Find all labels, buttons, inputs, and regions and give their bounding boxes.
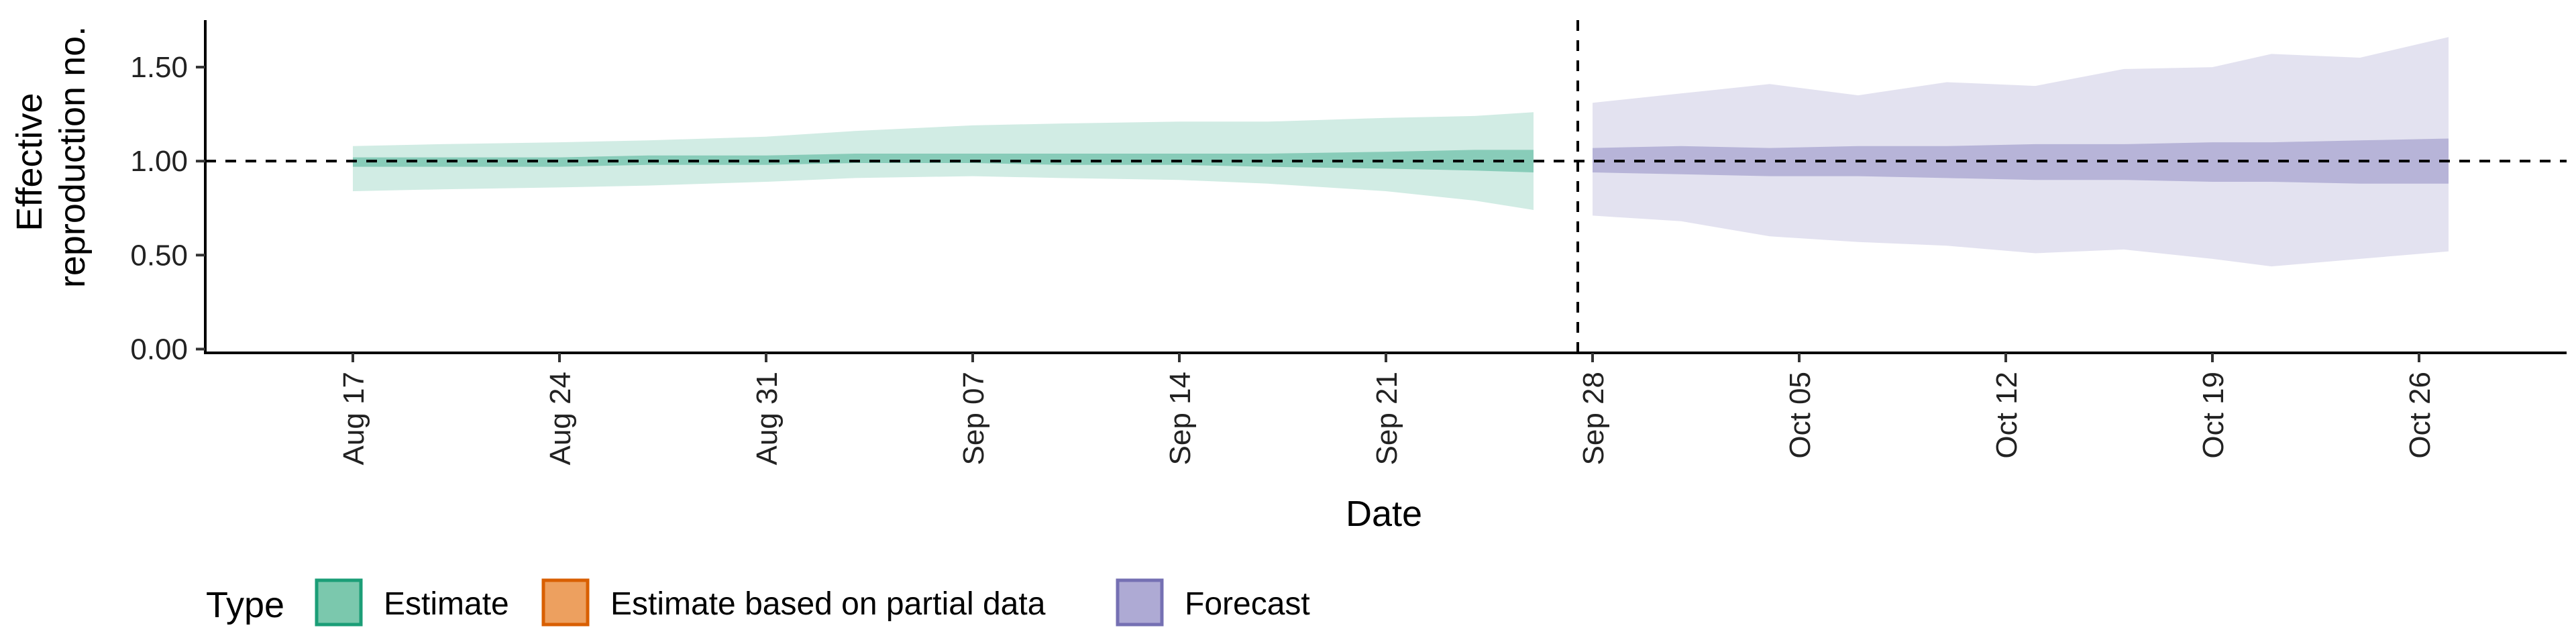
legend-label-forecast: Forecast xyxy=(1185,586,1310,622)
x-tick-label: Aug 24 xyxy=(544,372,577,465)
forecast-outer-interval xyxy=(1593,37,2449,267)
y-tick-label: 1.00 xyxy=(130,145,188,178)
legend-key-forecast xyxy=(1116,578,1164,627)
x-tick-label: Oct 19 xyxy=(2197,372,2230,459)
y-axis-title-line-2: reproduction no. xyxy=(52,26,93,288)
x-tick-label: Sep 28 xyxy=(1577,372,1610,465)
y-axis-title-line-1: Effective xyxy=(9,93,50,231)
legend: Type Estimate Estimate based on partial d… xyxy=(206,578,1310,627)
legend-key-estimate-based-on-partial-data xyxy=(541,578,590,627)
y-tick-label: 0.50 xyxy=(130,239,188,272)
y-tick-label: 1.50 xyxy=(130,51,188,84)
x-tick-label: Aug 31 xyxy=(751,372,784,465)
estimate-inner-interval xyxy=(353,150,1534,172)
x-tick-label: Sep 07 xyxy=(957,372,990,465)
x-axis-title: Date xyxy=(1346,494,1422,534)
legend-title: Type xyxy=(206,585,284,625)
ribbon-layer xyxy=(353,37,2449,267)
y-axis-title: Effective reproduction no. xyxy=(9,26,93,288)
x-tick-label: Oct 26 xyxy=(2404,372,2436,459)
y-ticks: 0.00 0.50 1.00 1.50 xyxy=(130,51,205,366)
y-tick-label: 0.00 xyxy=(130,333,188,366)
legend-label-estimate-based-on-partial-data: Estimate based on partial data xyxy=(610,586,1046,622)
estimate-outer-interval xyxy=(353,112,1534,210)
x-tick-label: Oct 05 xyxy=(1784,372,1817,459)
x-ticks: Aug 17 Aug 24 Aug 31 Sep 07 Sep 14 Sep 21 Sep … xyxy=(337,353,2436,465)
x-tick-label: Sep 21 xyxy=(1371,372,1403,465)
x-tick-label: Aug 17 xyxy=(337,372,370,465)
reference-lines xyxy=(205,20,2567,353)
legend-label-estimate: Estimate xyxy=(384,586,509,622)
legend-key-estimate xyxy=(315,578,363,627)
x-tick-label: Sep 14 xyxy=(1164,372,1197,465)
x-tick-label: Oct 12 xyxy=(1990,372,2023,459)
